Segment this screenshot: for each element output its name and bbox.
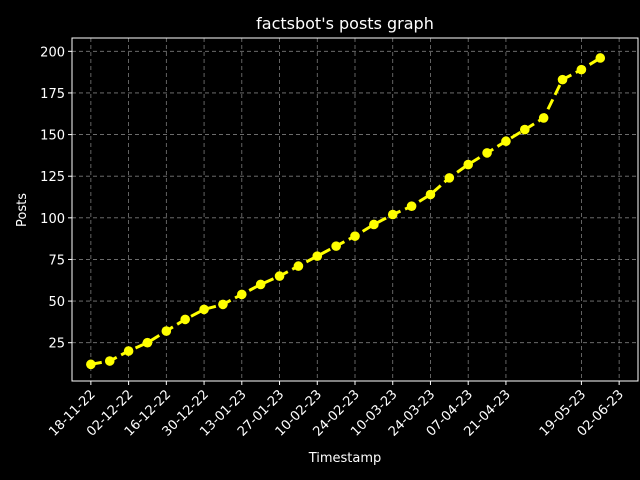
y-tick-label: 175 bbox=[40, 87, 65, 102]
y-axis: 25 50 75 100 125 150 175 200 bbox=[40, 45, 72, 352]
data-point bbox=[406, 201, 417, 211]
data-point bbox=[520, 124, 530, 135]
data-point bbox=[463, 159, 474, 170]
data-point bbox=[369, 219, 379, 230]
data-point bbox=[576, 64, 587, 75]
y-tick-label: 75 bbox=[48, 253, 65, 268]
data-point bbox=[199, 304, 209, 315]
grid bbox=[72, 38, 638, 381]
data-point bbox=[538, 113, 549, 123]
data-point bbox=[350, 231, 360, 241]
data-point bbox=[161, 326, 172, 336]
series-line bbox=[90, 56, 602, 366]
data-point bbox=[501, 136, 511, 147]
data-point bbox=[482, 148, 492, 158]
data-point bbox=[387, 209, 398, 220]
y-tick-label: 125 bbox=[40, 170, 65, 185]
data-point bbox=[331, 241, 341, 251]
y-tick-label: 50 bbox=[48, 295, 65, 310]
data-point bbox=[142, 337, 153, 348]
data-point bbox=[255, 279, 266, 290]
data-point bbox=[293, 261, 304, 271]
data-point bbox=[444, 173, 455, 183]
y-tick-label: 200 bbox=[40, 45, 65, 60]
data-point bbox=[218, 299, 228, 310]
data-point bbox=[180, 314, 190, 325]
data-point bbox=[123, 346, 134, 356]
series bbox=[86, 53, 606, 370]
y-tick-label: 150 bbox=[40, 129, 65, 144]
y-axis-label: Posts bbox=[15, 193, 30, 227]
x-axis-label: Timestamp bbox=[308, 451, 382, 466]
data-point bbox=[557, 74, 568, 85]
data-point bbox=[274, 271, 285, 281]
chart-title: factsbot's posts graph bbox=[256, 14, 434, 33]
data-point bbox=[237, 289, 247, 300]
data-point bbox=[425, 189, 436, 200]
data-point bbox=[595, 53, 606, 63]
data-point bbox=[86, 359, 96, 370]
y-tick-label: 100 bbox=[40, 212, 65, 227]
data-point bbox=[104, 356, 115, 366]
y-tick-label: 25 bbox=[48, 337, 65, 352]
data-point bbox=[312, 251, 323, 261]
